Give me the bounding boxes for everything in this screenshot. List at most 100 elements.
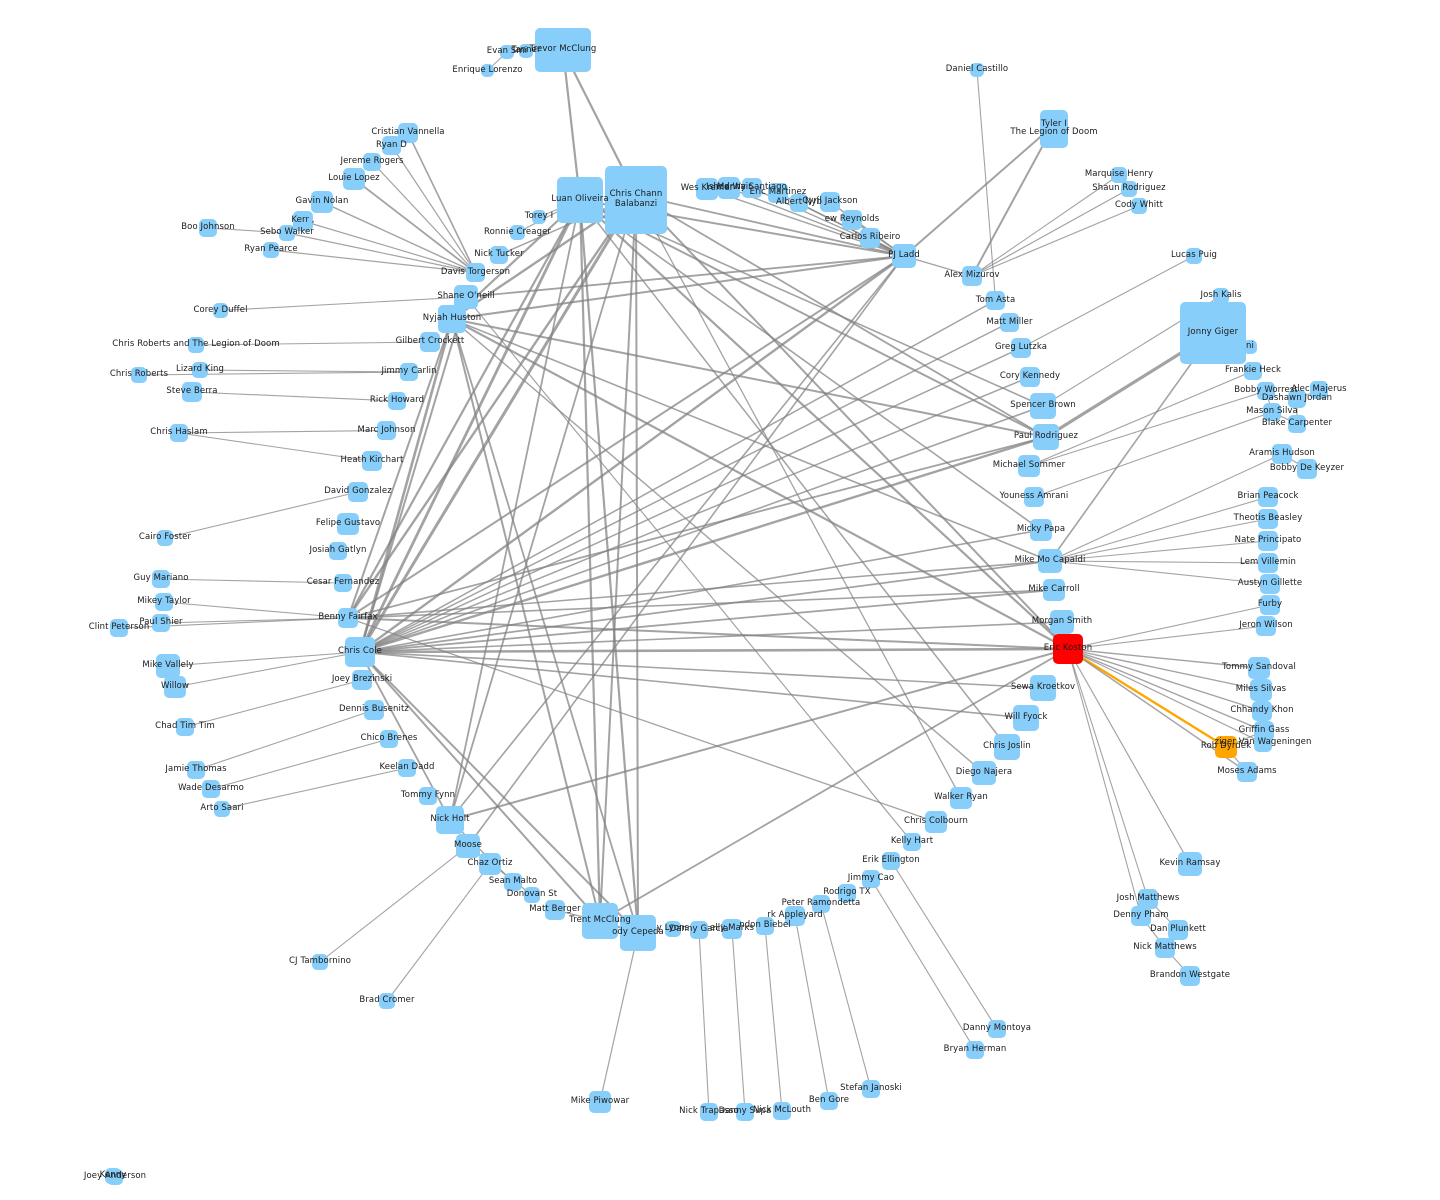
graph-node-brandon-westgate[interactable] [1180,966,1200,986]
graph-node-paul-rodriguez[interactable] [1033,424,1059,450]
graph-node-davis-torgerson[interactable] [466,263,485,282]
graph-node-daniel-castillo[interactable] [970,63,984,77]
graph-node-kelly-marks[interactable] [722,919,742,939]
graph-node-chris-joslin[interactable] [994,734,1020,760]
graph-node-brad-cromer[interactable] [379,993,395,1009]
graph-node-blake-carpenter[interactable] [1288,415,1306,433]
graph-node-rob-dyrdek[interactable] [1215,736,1237,758]
graph-node-austyn-gillette[interactable] [1260,574,1280,594]
graph-node-eric-koston[interactable] [1053,634,1083,664]
graph-node-wes-kremer[interactable] [696,178,718,200]
graph-node-ziger-van-wageningen[interactable] [1254,734,1272,752]
graph-node-clint-peterson[interactable] [110,619,128,637]
graph-node-josiah-gatlyn[interactable] [329,542,347,560]
graph-node-jimmy-cao[interactable] [862,870,880,888]
graph-node-sewa-kroetkov[interactable] [1030,675,1056,701]
graph-node-chris-haslam[interactable] [170,424,188,442]
graph-node-tanner[interactable] [519,44,533,58]
graph-node-paul-shier[interactable] [152,614,170,632]
graph-node-chris-roberts-legion[interactable] [188,337,204,353]
graph-node-benny-fairfax[interactable] [338,608,358,628]
graph-node-eric-martinez[interactable] [768,183,788,203]
graph-node-albert-nyberg[interactable] [790,194,808,212]
graph-node-dashawn-jordan[interactable] [1288,390,1306,408]
graph-node-moses-adams[interactable] [1237,762,1257,782]
graph-node-tommy-sandoval[interactable] [1248,657,1270,679]
graph-node-cesar-fernandez[interactable] [334,574,352,592]
graph-node-bobby-de-keyzer[interactable] [1297,459,1317,479]
graph-node-kerr[interactable] [293,211,313,231]
graph-node-felipe-gustavo[interactable] [337,513,359,535]
graph-node-aramis-hudson[interactable] [1272,444,1292,464]
graph-node-peter-ramondetta[interactable] [812,895,830,913]
graph-node-denny-pham[interactable] [1131,906,1151,926]
graph-node-jeron-wilson[interactable] [1256,616,1276,636]
graph-node-amrani-r[interactable] [1243,340,1257,354]
graph-node-chad-tim-tim[interactable] [176,718,194,736]
graph-node-manny-santiago[interactable] [742,178,762,198]
graph-node-danny-garcia[interactable] [690,921,708,939]
graph-node-morgan-smith[interactable] [1050,610,1074,634]
graph-node-mike-carroll[interactable] [1043,579,1065,601]
graph-node-joey-anderson[interactable] [107,1169,123,1185]
graph-node-cairo-foster[interactable] [157,530,173,546]
graph-node-jereme-rogers[interactable] [363,153,381,171]
graph-node-nick-matthews[interactable] [1155,938,1175,958]
graph-node-mike-mo-capaldi[interactable] [1038,549,1062,573]
graph-node-bryan-herman[interactable] [966,1041,984,1059]
graph-node-nyjah-huston[interactable] [438,305,466,333]
graph-node-nick-trapasso[interactable] [700,1103,718,1121]
graph-node-balabanzi[interactable] [605,176,667,234]
graph-node-chris-roberts[interactable] [131,367,147,383]
graph-node-jamie-thomas[interactable] [187,761,205,779]
graph-node-ben-gore[interactable] [820,1092,838,1110]
graph-node-nick-tucker[interactable] [490,246,508,264]
graph-node-alex-mizurov[interactable] [962,266,982,286]
graph-node-willow[interactable] [164,676,186,698]
graph-node-sebo-walker[interactable] [279,225,295,241]
graph-node-micky-papa[interactable] [1030,519,1052,541]
graph-node-ryan-d[interactable] [382,136,401,155]
graph-node-the-legion-of-doom[interactable] [1040,118,1068,148]
graph-node-josh-kalis[interactable] [1213,288,1229,304]
graph-node-frankie-heck[interactable] [1244,362,1262,380]
graph-node-keelan-dadd[interactable] [398,759,416,777]
graph-node-lizard-king[interactable] [192,362,208,378]
graph-node-erik-ellington[interactable] [882,852,900,870]
graph-node-heath-kirchart[interactable] [362,451,382,471]
graph-node-rodrigo-tx[interactable] [838,884,856,902]
graph-node-alec-majerus[interactable] [1310,381,1328,399]
graph-node-kelly-hart[interactable] [903,833,921,851]
graph-node-jimmy-carlin[interactable] [400,363,418,381]
graph-node-sean-malto[interactable] [504,873,522,891]
graph-node-mikey-taylor[interactable] [155,593,173,611]
graph-node-nick-holt[interactable] [436,806,464,834]
graph-node-steve-berra[interactable] [182,382,202,402]
graph-node-danny-supa[interactable] [736,1103,754,1121]
graph-node-diego-najera[interactable] [972,761,996,785]
graph-node-chico-brenes[interactable] [380,730,398,748]
graph-node-marquise-henry[interactable] [1111,167,1127,183]
graph-node-theotis-beasley[interactable] [1258,509,1278,529]
graph-node-cody-cepeda[interactable] [620,915,656,951]
graph-node-ryan-pearce[interactable] [263,242,279,258]
graph-node-matt-miller[interactable] [1000,313,1019,332]
graph-node-trevor-mcclung[interactable] [535,28,591,72]
graph-node-shaun-rodriguez[interactable] [1121,181,1137,197]
graph-node-stefan-janoski[interactable] [862,1080,880,1098]
graph-node-greg-lutzka[interactable] [1011,338,1031,358]
graph-node-pj-ladd[interactable] [892,244,916,268]
graph-node-chris-colbourn[interactable] [925,811,947,833]
graph-node-rick-howard[interactable] [388,392,406,410]
graph-node-mason-silva[interactable] [1263,403,1281,421]
graph-node-torey[interactable] [532,210,546,224]
graph-node-michael-sommer[interactable] [1018,455,1040,477]
graph-node-nate-principato[interactable] [1258,531,1278,551]
graph-node-youness-amrani[interactable] [1024,487,1044,507]
graph-node-trent-mcclung[interactable] [582,903,618,939]
graph-node-corey-duffel[interactable] [213,303,228,318]
graph-node-lem-villemin[interactable] [1258,553,1278,573]
graph-node-miles-silvas[interactable] [1250,679,1272,701]
graph-node-ronnie-creager[interactable] [510,225,525,240]
